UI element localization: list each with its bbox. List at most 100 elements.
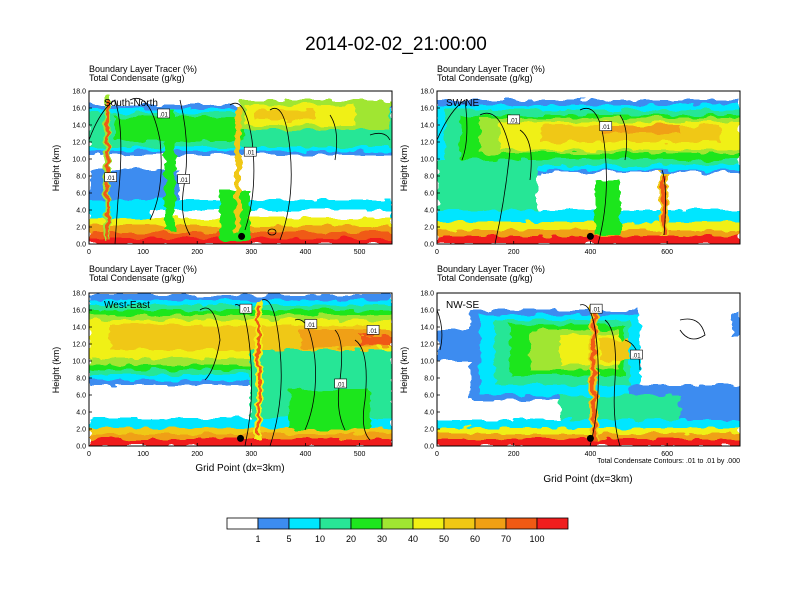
colorbar-label: 70 bbox=[501, 534, 511, 544]
contour-label: .01 bbox=[336, 382, 345, 388]
y-tick-label: 14.0 bbox=[420, 325, 434, 332]
field-plot bbox=[437, 293, 740, 446]
cross-section-label: SW-NE bbox=[446, 98, 479, 109]
y-tick-label: 14.0 bbox=[72, 123, 86, 130]
panel-header-tracer: Boundary Layer Tracer (%) bbox=[89, 64, 197, 74]
y-tick-label: 14.0 bbox=[420, 123, 434, 130]
colorbar-label: 20 bbox=[346, 534, 356, 544]
contour-label: .01 bbox=[242, 308, 251, 314]
x-tick-label: 0 bbox=[87, 249, 91, 256]
cross-section-label: West-East bbox=[104, 300, 150, 311]
contour-label: .01 bbox=[246, 151, 255, 157]
x-tick-label: 200 bbox=[191, 451, 203, 458]
y-axis-label: Height (km) bbox=[51, 347, 61, 394]
x-tick-label: 300 bbox=[245, 451, 257, 458]
panel-header-tracer: Boundary Layer Tracer (%) bbox=[89, 264, 197, 274]
y-tick-label: 10.0 bbox=[420, 157, 434, 164]
y-tick-label: 2.0 bbox=[76, 225, 86, 232]
colorbar-label: 100 bbox=[529, 534, 544, 544]
y-tick-label: 12.0 bbox=[72, 342, 86, 349]
x-tick-label: 600 bbox=[661, 249, 673, 256]
contour-label: .01 bbox=[602, 125, 611, 131]
contour-label: .01 bbox=[592, 308, 601, 314]
y-tick-label: 0.0 bbox=[424, 242, 434, 249]
location-marker bbox=[586, 232, 594, 240]
y-tick-label: 18.0 bbox=[420, 89, 434, 96]
field-plot bbox=[437, 91, 740, 244]
contour-labels: .01 .01 bbox=[589, 303, 643, 360]
panel-header-tracer: Boundary Layer Tracer (%) bbox=[437, 264, 545, 274]
contour-label: .01 bbox=[369, 329, 378, 335]
y-tick-label: 4.0 bbox=[76, 410, 86, 417]
plot-frame bbox=[88, 90, 393, 245]
contour-label: .01 bbox=[632, 354, 641, 360]
panel-south-north: Boundary Layer Tracer (%) Total Condensa… bbox=[51, 64, 393, 257]
field-plot bbox=[89, 293, 392, 446]
y-tick-label: 8.0 bbox=[424, 174, 434, 181]
contour-footnote: Total Condensate Contours: .01 to .01 by… bbox=[597, 458, 740, 465]
contour-label-box bbox=[243, 146, 257, 157]
contour-labels: .01 .01 .01 .01 bbox=[104, 108, 257, 184]
location-marker bbox=[586, 434, 594, 442]
colorbar-label: 30 bbox=[377, 534, 387, 544]
panel-header-condensate: Total Condensate (g/kg) bbox=[89, 273, 185, 283]
y-tick-label: 14.0 bbox=[72, 325, 86, 332]
location-marker bbox=[238, 232, 246, 240]
y-tick-label: 2.0 bbox=[424, 427, 434, 434]
cross-section-label: NW-SE bbox=[446, 300, 479, 311]
axes: 0 200 400 600 0.0 2.0 4.0 6.0 8.0 10.0 12.0 14.0 16.… bbox=[420, 89, 673, 257]
panel-west-east: Boundary Layer Tracer (%) Total Condensa… bbox=[51, 264, 393, 474]
panel-header-condensate: Total Condensate (g/kg) bbox=[437, 273, 533, 283]
colorbar-swatch bbox=[288, 517, 321, 530]
y-tick-label: 16.0 bbox=[420, 106, 434, 113]
contour-label-box bbox=[334, 378, 347, 389]
x-tick-label: 300 bbox=[245, 249, 257, 256]
contour-label: .01 bbox=[180, 178, 189, 184]
panel-header-tracer: Boundary Layer Tracer (%) bbox=[437, 64, 545, 74]
axes: 0 100 200 300 400 500 0.0 2.0 4.0 6.0 8.0 10.0 12.0 1… bbox=[72, 89, 365, 257]
y-tick-label: 2.0 bbox=[424, 225, 434, 232]
y-tick-label: 6.0 bbox=[76, 393, 86, 400]
plot-frame bbox=[88, 292, 393, 447]
y-axis-label: Height (km) bbox=[399, 145, 409, 192]
y-tick-label: 0.0 bbox=[76, 444, 86, 451]
colorbar-swatch bbox=[474, 517, 507, 530]
y-tick-label: 10.0 bbox=[420, 359, 434, 366]
contour-labels: .01 .01 .01 .01 bbox=[239, 303, 380, 389]
contour-label-box bbox=[630, 349, 643, 360]
y-tick-label: 12.0 bbox=[72, 140, 86, 147]
colorbar-swatch bbox=[350, 517, 383, 530]
x-tick-label: 400 bbox=[300, 451, 312, 458]
contour-label-box bbox=[507, 114, 521, 125]
panel-sw-ne: Boundary Layer Tracer (%) Total Condensa… bbox=[399, 64, 741, 257]
contour-labels: .01 .01 bbox=[507, 114, 613, 131]
colorbar-swatch bbox=[319, 517, 352, 530]
contour-label-box bbox=[304, 319, 318, 329]
colorbar-swatch bbox=[536, 517, 569, 530]
colorbar-label: 40 bbox=[408, 534, 418, 544]
field-plot bbox=[89, 91, 392, 244]
y-tick-label: 18.0 bbox=[72, 291, 86, 298]
y-tick-label: 10.0 bbox=[72, 359, 86, 366]
y-tick-label: 2.0 bbox=[76, 427, 86, 434]
contour-label: .01 bbox=[159, 112, 168, 118]
contour-label: .01 bbox=[307, 323, 316, 329]
colorbar-label: 50 bbox=[439, 534, 449, 544]
y-tick-label: 16.0 bbox=[420, 308, 434, 315]
axes: 0 200 400 600 0.0 2.0 4.0 6.0 8.0 10.0 12.0 14.0 16.… bbox=[420, 291, 673, 459]
plot-frame bbox=[436, 90, 741, 245]
panel-nw-se: Boundary Layer Tracer (%) Total Condensa… bbox=[399, 264, 741, 485]
contour-label: .01 bbox=[510, 118, 519, 124]
y-tick-label: 0.0 bbox=[76, 242, 86, 249]
axes: 0 100 200 300 400 500 0.0 2.0 4.0 6.0 8.0 10.0 12.0 1… bbox=[72, 291, 365, 459]
y-tick-label: 16.0 bbox=[72, 106, 86, 113]
x-axis-label: Grid Point (dx=3km) bbox=[543, 474, 632, 485]
y-tick-label: 4.0 bbox=[424, 410, 434, 417]
condensate-contours bbox=[437, 99, 666, 244]
colorbar-swatch bbox=[257, 517, 290, 530]
y-tick-label: 6.0 bbox=[76, 191, 86, 198]
y-tick-label: 0.0 bbox=[424, 444, 434, 451]
y-axis-label: Height (km) bbox=[51, 145, 61, 192]
y-tick-label: 16.0 bbox=[72, 308, 86, 315]
y-tick-label: 10.0 bbox=[72, 157, 86, 164]
